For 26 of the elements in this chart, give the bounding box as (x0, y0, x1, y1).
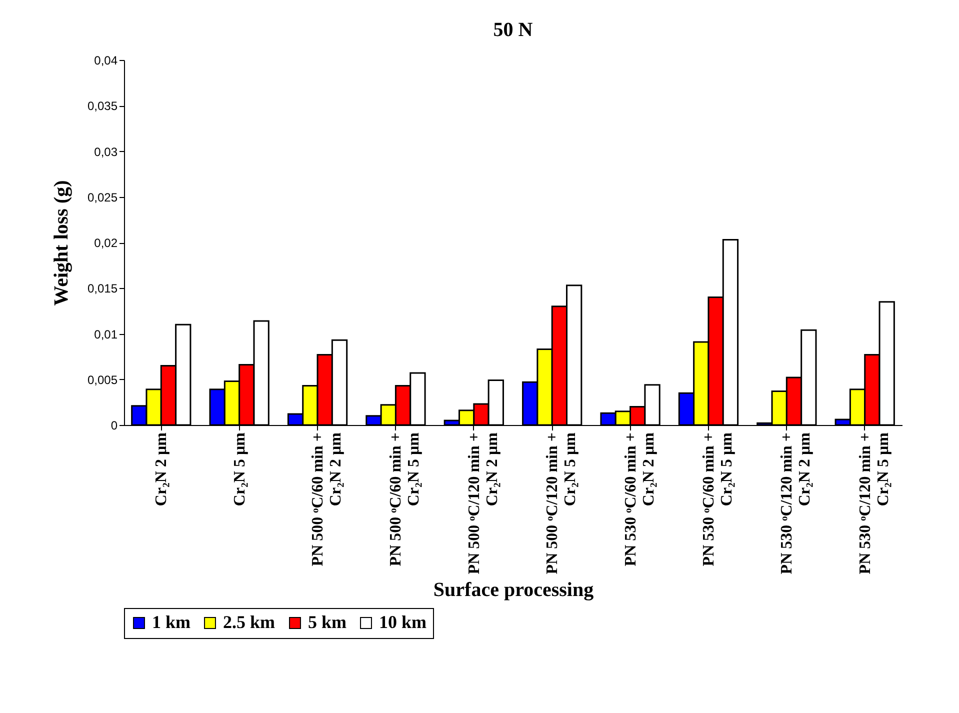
x-tick-label: Cr₂N 2 µm (153, 432, 170, 506)
x-tick-label: PN 530 ᵒC/60 min + Cr₂N 5 µm (700, 432, 736, 566)
legend-label: 2.5 km (223, 612, 276, 632)
y-tick-label: 0,005 (87, 372, 118, 387)
y-tick-label: 0,01 (94, 327, 118, 342)
y-tick-label: 0,02 (94, 236, 118, 250)
x-tick-label: PN 500 ᵒC/60 min + Cr₂N 2 µm (310, 432, 345, 566)
legend-label: 5 km (308, 612, 347, 632)
x-tick-label: PN 530 ᵒC/120 min + Cr₂N 2 µm (778, 432, 814, 574)
x-tick-label: Cr₂N 5 µm (231, 432, 248, 506)
legend-label: 1 km (152, 612, 191, 632)
x-axis-title: Surface processing (433, 579, 594, 602)
y-tick-label: 0,015 (87, 282, 118, 296)
y-tick-label: 0,04 (94, 54, 118, 68)
legend-label: 10 km (379, 612, 427, 632)
y-tick-label: 0,03 (94, 144, 118, 159)
x-tick-label: PN 530 ᵒC/120 min + Cr₂N 5 µm (856, 432, 892, 574)
y-axis-title: Weight loss (g) (50, 180, 72, 306)
chart-title: 50 N (493, 19, 534, 41)
x-tick-label: PN 500 ᵒC/120 min + Cr₂N 5 µm (544, 432, 580, 574)
y-tick-label: 0 (110, 418, 118, 432)
x-tick-label: PN 530 ᵒC/60 min + Cr₂N 2 µm (622, 432, 658, 566)
x-tick-label: PN 500 ᵒC/60 min + Cr₂N 5 µm (388, 432, 423, 566)
y-tick-label: 0,035 (87, 99, 118, 114)
x-tick-label: PN 500 ᵒC/120 min + Cr₂N 2 µm (466, 432, 501, 574)
y-tick-label: 0,025 (87, 190, 118, 204)
